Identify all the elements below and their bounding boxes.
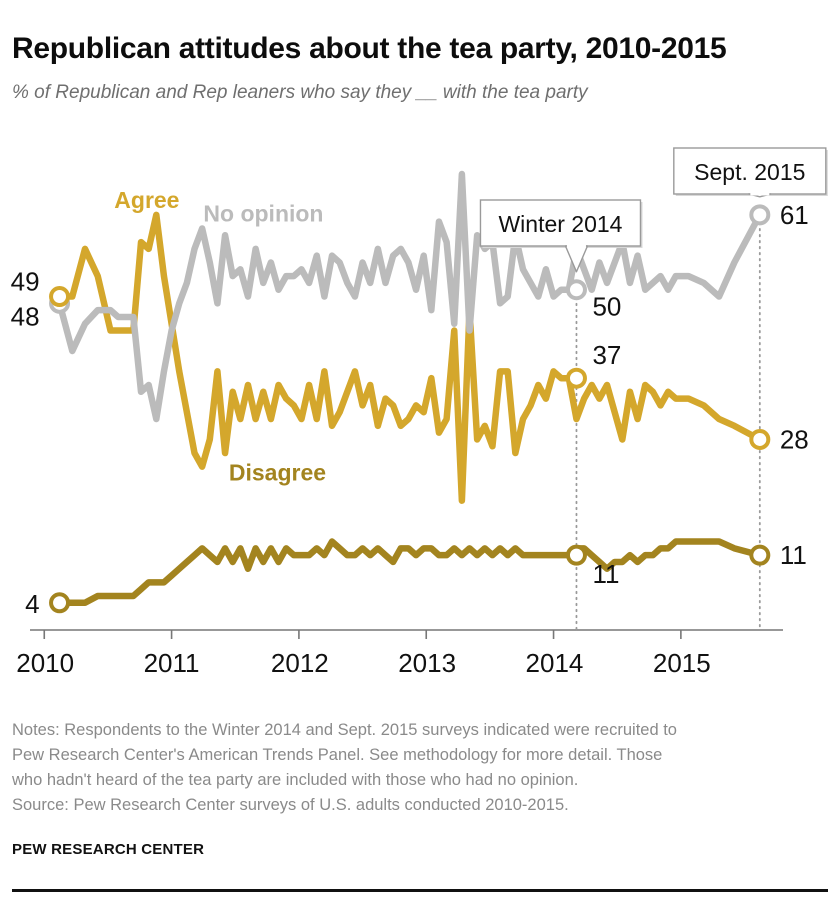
marker-no-opinion-winter-2014 [565,279,587,301]
series-label-no-opinion: No opinion [203,201,323,227]
callout-winter-2014: Winter 2014 [479,199,643,273]
callout-label: Winter 2014 [498,211,622,237]
page-subtitle: % of Republican and Rep leaners who say … [12,82,588,103]
source-line: Source: Pew Research Center surveys of U… [12,796,569,814]
series-no-opinion [56,170,764,423]
line-chart: 2010 2011 2012 2013 2014 2015 Agree No opinion D… [11,147,828,678]
series-label-disagree: Disagree [229,459,326,485]
x-axis-tick-label-2010: 2010 [16,648,74,678]
x-axis-tick-label-2014: 2014 [526,648,584,678]
callout-tail-mask [750,191,770,196]
x-axis: 2010 2011 2012 2013 2014 2015 [16,629,783,678]
series-label-agree: Agree [114,187,179,213]
notes-line-2: Pew Research Center's American Trends Pa… [12,746,663,764]
marker-dot [49,592,71,614]
value-label-no-opinion-sept-2015: 61 [780,200,809,230]
value-label-disagree-winter-2014: 11 [592,559,619,589]
marker-no-opinion-sept-2015 [749,204,771,226]
series-line [56,170,764,423]
footer-rule [12,889,828,892]
callout-label: Sept. 2015 [694,159,805,185]
marker-dot [565,367,587,389]
marker-dot [565,279,587,301]
series-line [56,538,764,607]
callout-box [479,199,642,247]
callout-box [673,147,827,195]
notes-line-1: Notes: Respondents to the Winter 2014 an… [12,721,677,739]
marker-agree-sept-2015 [749,428,771,450]
start-label-agree: 49 [11,267,40,297]
callout-sept-2015: Sept. 2015 [673,147,828,198]
marker-dot [749,428,771,450]
page-title: Republican attitudes about the tea party… [12,32,727,65]
marker-agree-start [49,286,71,308]
x-axis-tick-label-2015: 2015 [653,648,711,678]
start-label-disagree: 4 [25,589,39,619]
marker-disagree-winter-2014 [565,544,587,566]
start-label-no-opinion: 48 [11,301,40,331]
chart-container: 2010 2011 2012 2013 2014 2015 Agree No opinion D… [0,130,840,690]
marker-dot [565,544,587,566]
marker-dot [749,544,771,566]
marker-disagree-sept-2015 [749,544,771,566]
x-axis-tick-label-2011: 2011 [144,648,200,678]
marker-dot [749,204,771,226]
series-line [56,211,764,504]
value-label-agree-winter-2014: 37 [592,340,621,370]
notes-line-3: who hadn't heard of the tea party are in… [12,771,579,789]
marker-dot [49,286,71,308]
callout-tail-mask [566,243,586,248]
marker-disagree-start [49,592,71,614]
pew-research-center-brand: PEW RESEARCH CENTER [12,841,205,858]
x-axis-tick-label-2012: 2012 [271,648,329,678]
marker-agree-winter-2014 [565,367,587,389]
value-label-agree-sept-2015: 28 [780,424,809,454]
chart-notes: Notes: Respondents to the Winter 2014 an… [12,718,832,818]
series-disagree [56,538,764,607]
series-agree [56,211,764,504]
value-label-disagree-sept-2015: 11 [780,540,807,570]
value-label-no-opinion-winter-2014: 50 [592,292,621,322]
x-axis-tick-label-2013: 2013 [398,648,456,678]
